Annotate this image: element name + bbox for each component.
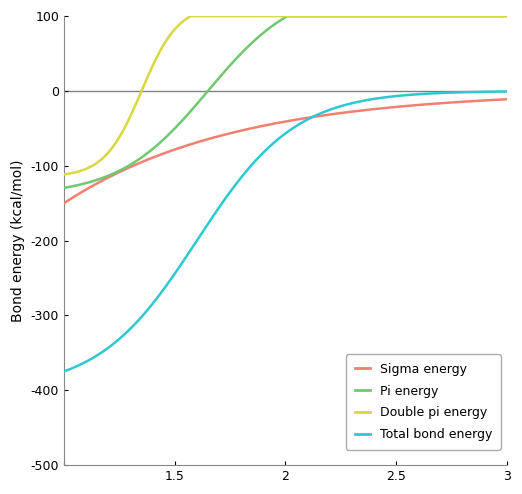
Legend: Sigma energy, Pi energy, Double pi energy, Total bond energy: Sigma energy, Pi energy, Double pi energ…: [346, 354, 501, 450]
Y-axis label: Bond energy (kcal/mol): Bond energy (kcal/mol): [11, 160, 25, 322]
